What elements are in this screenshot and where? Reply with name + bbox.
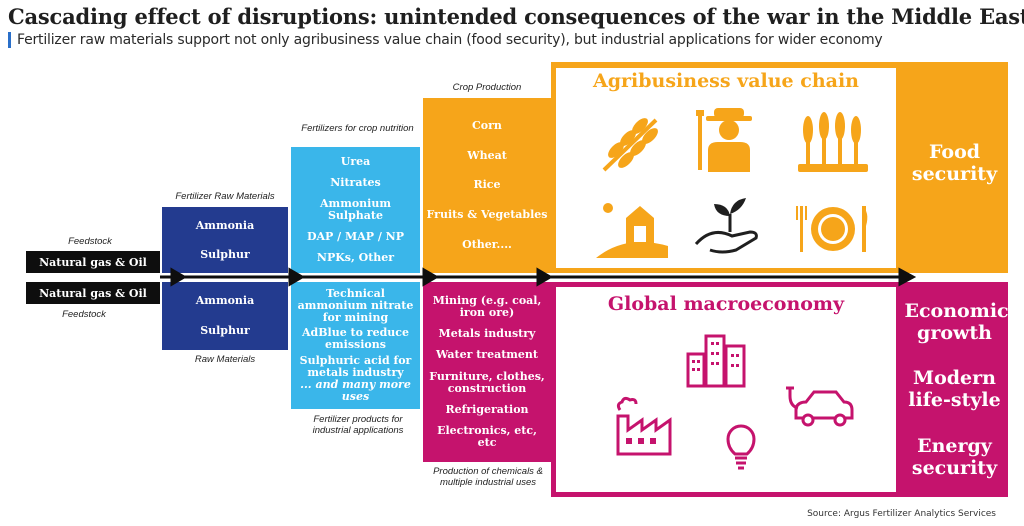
raw-material-item: Sulphur: [200, 247, 250, 261]
crops-top-caption: Crop Production: [452, 82, 522, 93]
factory-icon: [616, 396, 672, 456]
farmer-icon: [696, 108, 752, 172]
fertilizer-more-uses: ... and many more uses: [300, 378, 411, 404]
arrow-head: [170, 267, 187, 287]
raw-materials-bottom-box: Ammonia Sulphur: [162, 282, 288, 350]
raw-materials-bottom-caption: Raw Materials: [194, 354, 256, 365]
fertilizer-item: Urea: [340, 154, 371, 168]
fertilizer-item: Nitrates: [330, 175, 381, 189]
macro-panel: Global macroeconomy: [556, 287, 896, 492]
raw-materials-top-caption: Fertilizer Raw Materials: [175, 191, 275, 202]
fertilizer-item: NPKs, Other: [316, 251, 395, 265]
crop-item: Other....: [462, 238, 512, 252]
fertilizers-bottom-caption: Fertilizer products for industrial appli…: [312, 414, 404, 436]
fertilizer-item: Ammonium Sulphate: [320, 196, 391, 222]
outcome-label: Modern life-style: [908, 367, 1001, 412]
arrow-head: [898, 267, 917, 287]
plate-cutlery-icon: [796, 206, 868, 252]
barn-icon: [596, 203, 668, 258]
fertilizers-bottom-box: Technical ammonium nitrate for mining Ad…: [291, 282, 420, 409]
industrial-uses-box: Mining (e.g. coal, iron ore) Metals indu…: [423, 282, 551, 462]
outcome-label: Energy security: [911, 435, 998, 480]
arrow-head: [422, 267, 439, 287]
industrial-item: Mining (e.g. coal, iron ore): [432, 294, 542, 320]
feedstock-bottom-caption: Feedstock: [62, 309, 106, 320]
electric-car-icon: [786, 386, 854, 427]
source-note: Source: Argus Fertilizer Analytics Servi…: [807, 509, 996, 519]
industrial-item: Refrigeration: [445, 402, 529, 416]
outcome-food-security: Food security: [901, 62, 1008, 273]
raw-material-item: Ammonia: [195, 294, 255, 307]
raw-material-item: Sulphur: [200, 324, 250, 337]
agri-panel-title: Agribusiness value chain: [593, 70, 859, 92]
fertilizer-item: AdBlue to reduce emissions: [302, 326, 409, 352]
wheat-icon: [602, 118, 658, 172]
crop-item: Wheat: [467, 148, 507, 162]
crops-top-box: Corn Wheat Rice Fruits & Vegetables Othe…: [423, 98, 551, 273]
outcome-label: Economic growth: [904, 299, 1009, 344]
arrow-head: [536, 267, 553, 287]
outcomes-macro: Economic growth Modern life-style Energy…: [901, 282, 1009, 497]
feedstock-top-bar: Natural gas & Oil: [26, 251, 160, 273]
buildings-icon: [686, 334, 746, 388]
fertilizer-item: DAP / MAP / NP: [306, 230, 404, 244]
crop-item: Rice: [473, 178, 501, 192]
page-title: Cascading effect of disruptions: uninten…: [8, 4, 1024, 29]
industrial-item: Metals industry: [438, 327, 536, 341]
raw-material-item: Ammonia: [195, 218, 255, 232]
raw-materials-top-box: Ammonia Sulphur: [162, 207, 288, 273]
arrow-head: [288, 267, 305, 287]
fertilizer-item: Sulphuric acid for metals industry... an…: [294, 355, 417, 403]
industrial-item: Water treatment: [435, 348, 539, 362]
feedstock-top-caption: Feedstock: [68, 236, 112, 247]
fertilizers-top-box: Urea Nitrates Ammonium Sulphate DAP / MA…: [291, 147, 420, 273]
macro-panel-title: Global macroeconomy: [607, 293, 845, 315]
industrial-item: Furniture, clothes, construction: [429, 369, 545, 395]
feedstock-bottom-bar: Natural gas & Oil: [26, 282, 160, 304]
fertilizers-top-caption: Fertilizers for crop nutrition: [301, 123, 414, 134]
outcome-label: Food security: [911, 140, 998, 185]
industrial-item: Electronics, etc, etc: [437, 423, 537, 449]
lightbulb-icon: [726, 424, 756, 470]
fertilizer-item: Technical ammonium nitrate for mining: [297, 286, 414, 324]
page-subtitle: Fertilizer raw materials support not onl…: [8, 32, 883, 48]
seedling-hand-icon: [694, 198, 758, 254]
crop-item: Corn: [472, 118, 502, 132]
crops-bottom-caption: Production of chemicals & multiple indus…: [433, 466, 543, 488]
crop-item: Fruits & Vegetables: [426, 208, 548, 222]
crops-icon: [798, 112, 868, 172]
